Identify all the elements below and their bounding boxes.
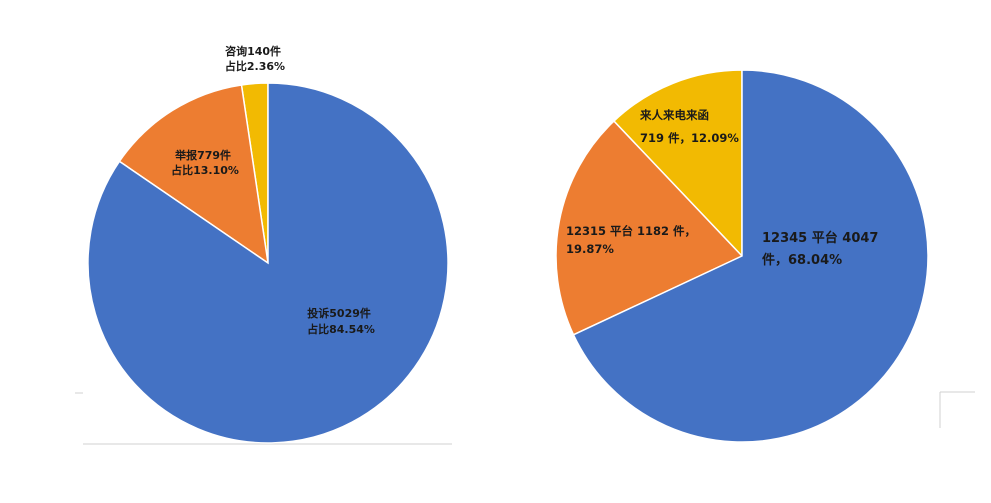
pie-chart-right: 来人来电来函 719 件，12.09% 12315 平台 1182 件， 19.…	[555, 69, 929, 443]
slice-label-report: 举报779件 占比13.10%	[171, 148, 239, 177]
slice-label-12345-platform: 12345 平台 4047 件，68.04%	[762, 230, 883, 268]
pie-chart-left: 咨询140件 占比2.36% 举报779件 占比13.10% 投诉5029件 占…	[87, 44, 449, 444]
slice-label-12315-platform: 12315 平台 1182 件， 19.87%	[566, 224, 700, 256]
slice-label-complaint: 投诉5029件 占比84.54%	[307, 306, 375, 336]
pie-slice-12315-platform[interactable]	[555, 120, 744, 336]
pie-slice-report[interactable]	[118, 84, 269, 265]
pie-slice-visits-calls-letters[interactable]	[612, 69, 743, 258]
slice-label-visits-calls-letters: 来人来电来函 719 件，12.09%	[639, 108, 739, 145]
pie-slice-12345-platform[interactable]	[572, 69, 929, 443]
pie-slice-complaint[interactable]	[87, 82, 449, 444]
slice-label-consultation: 咨询140件 占比2.36%	[225, 44, 285, 73]
